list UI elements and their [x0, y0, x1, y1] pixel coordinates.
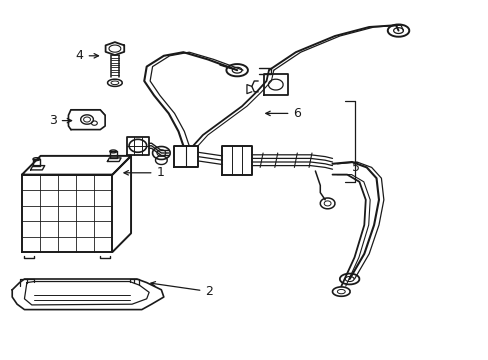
Text: 4: 4 [76, 49, 98, 62]
Text: 3: 3 [49, 114, 71, 127]
Text: 2: 2 [150, 282, 213, 298]
Text: 5: 5 [351, 161, 359, 174]
Text: 1: 1 [124, 166, 164, 179]
Text: 6: 6 [265, 107, 301, 120]
